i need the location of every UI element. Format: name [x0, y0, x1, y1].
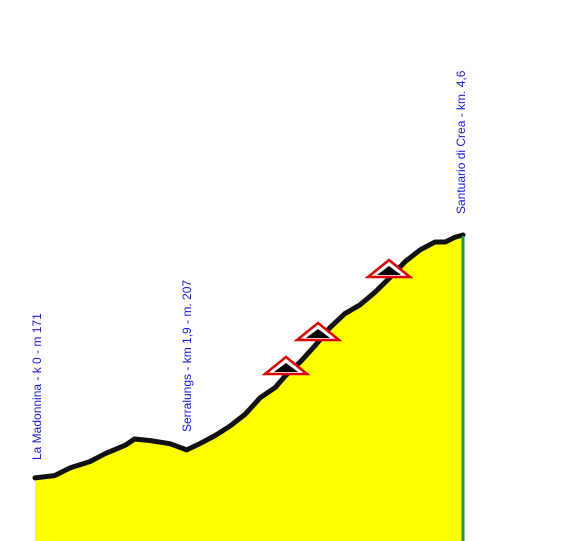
location-label: Santuario di Crea - km. 4,6: [454, 70, 468, 214]
plot-area: [32, 232, 466, 541]
warning-sign: [364, 258, 414, 279]
location-label: Serralungs - km 1,9 - m. 207: [180, 280, 194, 432]
profile-line: [32, 232, 466, 481]
location-label: La Madonnina - k 0 - m 171: [30, 313, 44, 460]
warning-sign: [293, 321, 343, 342]
warning-sign: [261, 355, 311, 376]
area-fill: [35, 235, 463, 541]
